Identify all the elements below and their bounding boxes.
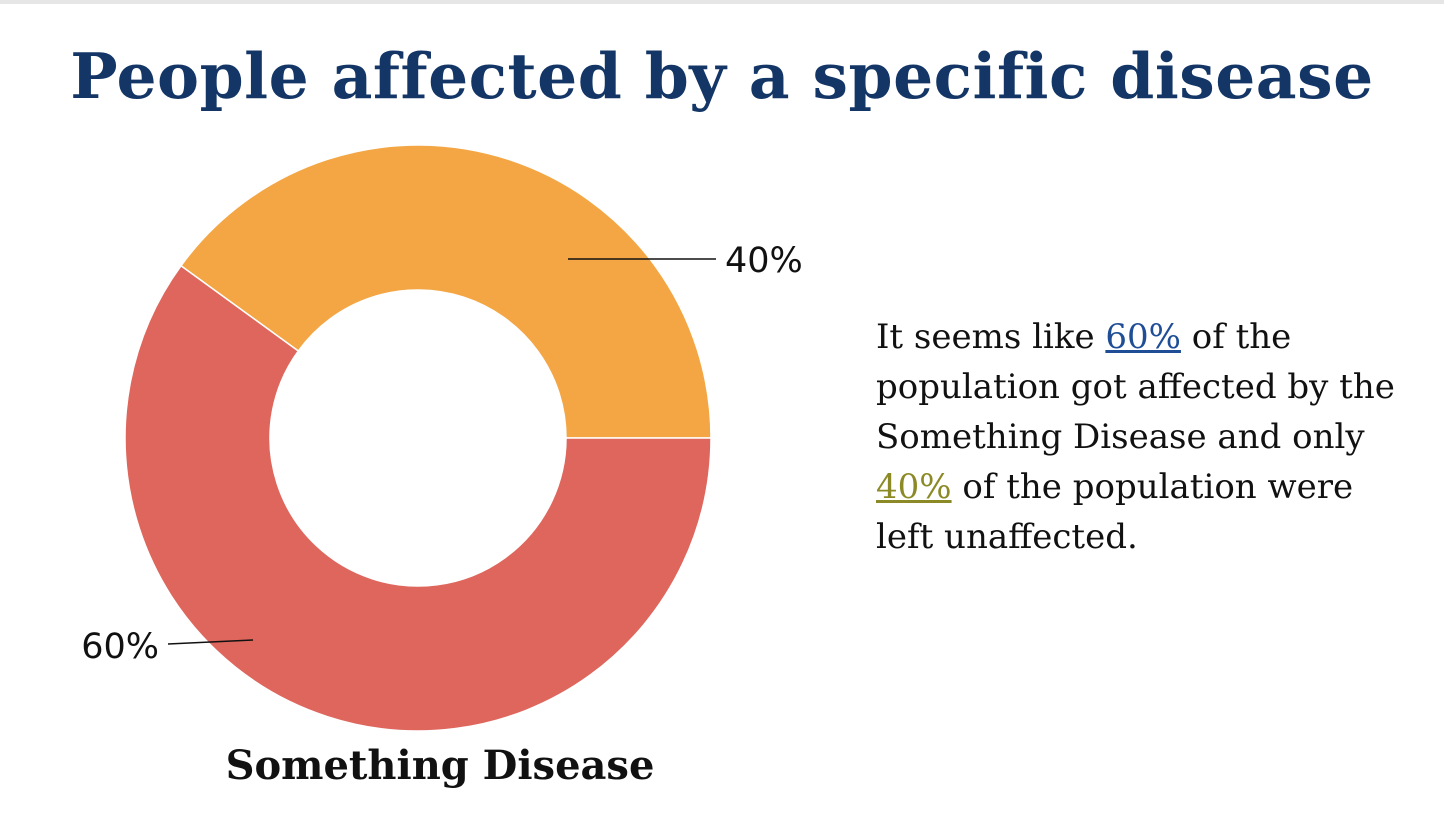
description-part-1: It seems like (876, 317, 1106, 357)
donut-slice-affected (124, 264, 712, 732)
donut-slice-unaffected (179, 144, 712, 439)
chart-title: Something Disease (225, 742, 655, 789)
leader-line-affected (167, 639, 254, 645)
data-label-unaffected: 40% (725, 241, 803, 281)
data-label-affected: 60% (81, 627, 159, 667)
page-title: People affected by a specific disease (70, 39, 1374, 113)
affected-percent-link[interactable]: 60% (1105, 317, 1181, 357)
description-text: It seems like 60% of the population got … (876, 312, 1416, 562)
description-part-3: of the population were left unaffected. (876, 467, 1354, 557)
donut-chart: 40% 60% (81, 144, 803, 732)
description-part-2: of the population got affected by the So… (876, 317, 1395, 457)
unaffected-percent-link[interactable]: 40% (876, 467, 952, 507)
